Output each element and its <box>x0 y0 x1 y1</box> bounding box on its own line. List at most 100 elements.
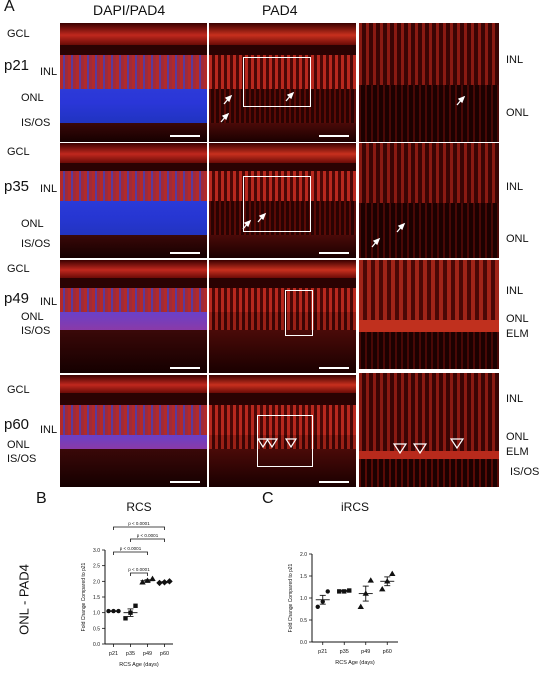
layer-label-onl: ONL <box>21 311 44 323</box>
age-label-p21: p21 <box>4 57 30 74</box>
chart-rcs: RCS 0.0 0.5 1.0 1.5 2.0 2.5 3.0 p21 p35 p49 p60RCS … <box>81 500 173 668</box>
panel-c-letter: C <box>262 490 274 507</box>
age-label-p49: p49 <box>4 290 30 307</box>
merge-image-p49 <box>60 260 207 373</box>
zoom-label-onl: ONL <box>506 233 529 245</box>
zoom-label-onl: ONL <box>506 107 529 119</box>
x-axis-title: RCS Age (days) <box>119 662 159 668</box>
panel-b-letter: B <box>36 490 47 507</box>
significance-label: p < 0.0001 <box>128 567 150 572</box>
arrow-icon <box>220 112 230 123</box>
layer-label-isos: IS/OS <box>21 117 51 129</box>
x-tick-label: p60 <box>383 649 392 655</box>
zoom-label-isos: IS/OS <box>510 466 540 478</box>
layer-label-onl: ONL <box>21 92 44 104</box>
scale-bar <box>170 135 200 137</box>
panel-b-side-label: ONL - PAD4 <box>16 564 32 635</box>
significance-bracket <box>130 572 148 576</box>
x-tick-label: p35 <box>126 651 135 657</box>
layer-label-onl: ONL <box>21 218 44 230</box>
x-tick-label: p35 <box>340 649 349 655</box>
data-point <box>379 586 386 592</box>
age-label-p60: p60 <box>4 416 30 433</box>
arrow-icon <box>223 94 233 105</box>
layer-label-gcl: GCL <box>7 263 30 275</box>
zoom-label-inl: INL <box>506 393 524 405</box>
y-tick-label: 1.5 <box>93 595 100 601</box>
scale-bar <box>170 252 200 254</box>
zoom-region-box <box>243 57 311 107</box>
layer-label-gcl: GCL <box>7 146 30 158</box>
x-tick-label: p60 <box>160 651 169 657</box>
y-tick-label: 1.0 <box>93 611 100 617</box>
panel-a-letter: A <box>4 0 15 15</box>
chart-ircs: iRCS 0.0 0.5 1.0 1.5 2.0 p21 p35 p49 p60 RCS Age (… <box>288 500 398 666</box>
scale-bar <box>170 481 200 483</box>
data-point <box>149 575 156 582</box>
arrowhead-icon <box>449 438 465 450</box>
zoom-label-elm: ELM <box>506 446 529 458</box>
layer-label-gcl: GCL <box>7 28 30 40</box>
arrowhead-icon <box>392 443 408 455</box>
col-title-pad4: PAD4 <box>262 2 298 18</box>
zoom-label-inl: INL <box>506 181 524 193</box>
x-axis-title: RCS Age (days) <box>335 660 375 666</box>
arrow-icon <box>285 91 295 102</box>
arrowhead-icon <box>265 438 279 449</box>
zoom-label-inl: INL <box>506 285 524 297</box>
chart-title: iRCS <box>341 500 369 514</box>
zoom-image-p35 <box>359 143 499 258</box>
layer-label-inl: INL <box>40 424 58 436</box>
significance-bracket <box>130 538 165 542</box>
y-tick-label: 1.5 <box>300 574 307 580</box>
scale-bar <box>319 252 349 254</box>
y-axis-title: Fold Change Compared to p21 <box>81 562 87 631</box>
data-point <box>123 616 128 621</box>
y-axis-title: Fold Change Compared to p21 <box>288 563 294 632</box>
arrowhead-icon <box>284 438 298 449</box>
significance-label: p < 0.0001 <box>120 546 142 551</box>
layer-label-onl: ONL <box>7 439 30 451</box>
layer-label-isos: IS/OS <box>21 238 51 250</box>
scale-bar <box>319 367 349 369</box>
significance-bracket <box>113 551 148 555</box>
arrow-icon <box>396 222 406 233</box>
data-point <box>315 604 320 609</box>
layer-label-inl: INL <box>40 296 58 308</box>
y-tick-label: 2.0 <box>300 552 307 558</box>
annotation-overlay <box>220 91 465 455</box>
layer-label-gcl: GCL <box>7 384 30 396</box>
zoom-label-inl: INL <box>506 54 524 66</box>
y-tick-label: 2.0 <box>93 579 100 585</box>
data-point <box>133 603 138 608</box>
layer-label-isos: IS/OS <box>7 453 37 465</box>
chart-title: RCS <box>126 500 151 514</box>
merge-image-p21 <box>60 23 207 142</box>
y-tick-label: 0.0 <box>300 640 307 646</box>
age-label-p35: p35 <box>4 178 30 195</box>
zoom-image-p21 <box>359 23 499 142</box>
scale-bar <box>170 367 200 369</box>
zoom-region-box <box>257 415 313 467</box>
zoom-region-box <box>285 290 313 336</box>
data-point <box>367 577 374 583</box>
layer-label-isos: IS/OS <box>21 325 51 337</box>
pad4-image-p60 <box>209 375 356 487</box>
scale-bar <box>319 135 349 137</box>
y-tick-label: 0.5 <box>93 626 100 632</box>
y-tick-label: 1.0 <box>300 596 307 602</box>
layer-label-inl: INL <box>40 183 58 195</box>
zoom-image-p49 <box>359 260 499 369</box>
arrowhead-icon <box>256 438 270 449</box>
significance-label: p < 0.0001 <box>137 533 159 538</box>
zoom-label-onl: ONL <box>506 313 529 325</box>
zoom-label-onl: ONL <box>506 431 529 443</box>
col-title-merge: DAPI/PAD4 <box>93 2 166 18</box>
y-tick-label: 0.5 <box>300 618 307 624</box>
x-tick-label: p21 <box>318 649 327 655</box>
merge-image-p60 <box>60 375 207 487</box>
zoom-image-p60 <box>359 373 499 487</box>
merge-image-p35 <box>60 143 207 258</box>
data-point <box>139 579 146 585</box>
x-tick-label: p49 <box>143 651 152 657</box>
